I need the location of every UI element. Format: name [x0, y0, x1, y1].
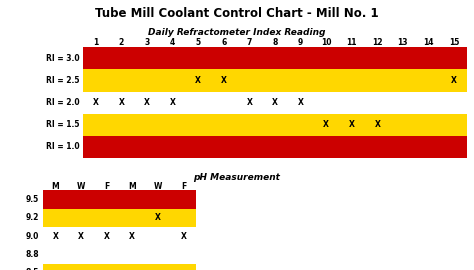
Text: 3: 3 [144, 38, 150, 47]
Text: 10: 10 [321, 38, 331, 47]
Text: X: X [118, 98, 124, 107]
Text: X: X [170, 98, 175, 107]
Text: 7: 7 [246, 38, 252, 47]
Text: W: W [77, 182, 85, 191]
Text: 4: 4 [170, 38, 175, 47]
Text: RI = 1.5: RI = 1.5 [46, 120, 80, 129]
Text: 15: 15 [449, 38, 459, 47]
Text: 8.5: 8.5 [26, 268, 39, 270]
Text: X: X [451, 76, 457, 85]
Text: X: X [155, 213, 161, 222]
Bar [83, 69, 467, 92]
Text: 8: 8 [272, 38, 278, 47]
Text: X: X [78, 232, 84, 241]
Text: 14: 14 [423, 38, 434, 47]
Text: X: X [181, 232, 186, 241]
Text: RI = 2.0: RI = 2.0 [46, 98, 80, 107]
Text: X: X [323, 120, 329, 129]
Text: M: M [128, 182, 136, 191]
Text: W: W [154, 182, 162, 191]
Text: F: F [104, 182, 109, 191]
Text: X: X [129, 232, 135, 241]
Text: M: M [52, 182, 59, 191]
Text: 1: 1 [93, 38, 99, 47]
Text: 2: 2 [118, 38, 124, 47]
Text: 8.8: 8.8 [26, 250, 39, 259]
Text: F: F [181, 182, 186, 191]
Text: X: X [144, 98, 150, 107]
Text: RI = 3.0: RI = 3.0 [46, 54, 80, 63]
Bar [83, 136, 467, 158]
Text: RI = 1.0: RI = 1.0 [46, 142, 80, 151]
Text: X: X [195, 76, 201, 85]
Bar [43, 190, 196, 209]
Bar [83, 92, 467, 114]
Text: X: X [53, 232, 58, 241]
Text: RI = 2.5: RI = 2.5 [46, 76, 80, 85]
Bar [83, 114, 467, 136]
Bar [43, 264, 196, 270]
Text: X: X [374, 120, 380, 129]
Text: Daily Refractometer Index Reading: Daily Refractometer Index Reading [148, 28, 326, 37]
Text: 9.5: 9.5 [26, 195, 39, 204]
Text: 13: 13 [398, 38, 408, 47]
Text: X: X [104, 232, 109, 241]
Text: X: X [272, 98, 278, 107]
Text: Tube Mill Coolant Control Chart - Mill No. 1: Tube Mill Coolant Control Chart - Mill N… [95, 7, 379, 20]
Text: 9: 9 [298, 38, 303, 47]
Text: 5: 5 [196, 38, 201, 47]
Bar [83, 47, 467, 69]
Text: 11: 11 [346, 38, 357, 47]
Text: 9.2: 9.2 [26, 213, 39, 222]
Text: X: X [221, 76, 227, 85]
Text: 12: 12 [372, 38, 383, 47]
Text: X: X [349, 120, 355, 129]
Bar [43, 209, 196, 227]
Text: X: X [93, 98, 99, 107]
Text: 9.0: 9.0 [26, 232, 39, 241]
Text: X: X [298, 98, 303, 107]
Text: 6: 6 [221, 38, 227, 47]
Text: pH Measurement: pH Measurement [193, 173, 281, 182]
Text: X: X [246, 98, 252, 107]
